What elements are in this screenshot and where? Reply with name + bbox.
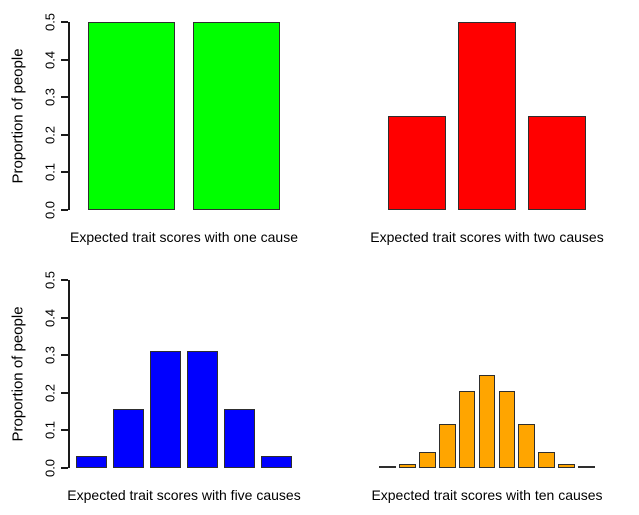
y-axis-tick	[61, 467, 68, 469]
y-tick-label: 0.0	[42, 458, 58, 478]
x-axis-label: Expected trait scores with ten causes	[371, 487, 603, 503]
panel-two-causes: Expected trait scores with two causes	[320, 0, 639, 258]
y-tick-label: 0.5	[42, 270, 58, 290]
y-axis-line	[68, 280, 70, 468]
bar	[87, 22, 176, 210]
bar	[478, 375, 496, 468]
bar	[192, 22, 281, 210]
y-tick-label: 0.4	[42, 50, 58, 69]
y-axis-tick	[61, 171, 68, 174]
bar	[379, 466, 396, 468]
bars	[376, 22, 598, 210]
bar	[419, 451, 436, 468]
y-tick-label: 0.0	[42, 200, 58, 220]
panel-one-cause: Expected trait scores with one cause 0.0…	[0, 0, 320, 258]
y-axis-tick	[61, 316, 68, 319]
y-tick-label: 0.1	[42, 421, 58, 440]
bar	[387, 116, 447, 210]
bar	[538, 451, 555, 468]
bar	[438, 423, 456, 468]
bar	[76, 456, 107, 468]
bar	[260, 456, 292, 468]
bar	[498, 390, 516, 468]
y-tick-label: 0.4	[42, 308, 58, 327]
y-axis-tick	[61, 279, 68, 281]
bar	[558, 464, 575, 468]
y-tick-label: 0.2	[42, 383, 58, 402]
y-axis-tick	[61, 133, 68, 136]
bar	[458, 390, 476, 468]
bar	[113, 409, 144, 468]
y-axis-tick	[61, 354, 68, 357]
x-axis-label: Expected trait scores with five causes	[67, 487, 301, 503]
y-tick-label: 0.1	[42, 163, 58, 182]
bar	[150, 350, 181, 468]
bar	[578, 466, 595, 468]
panel-ten-causes: Expected trait scores with ten causes	[320, 258, 639, 515]
y-axis-tick	[61, 96, 68, 99]
y-axis-title: Proportion of people	[9, 48, 27, 184]
y-axis-tick	[61, 209, 68, 211]
bars	[376, 280, 598, 468]
bar	[399, 464, 416, 468]
bar	[223, 409, 255, 468]
y-axis-tick	[61, 21, 68, 23]
bars	[70, 280, 298, 468]
bars	[70, 22, 298, 210]
x-axis-label: Expected trait scores with two causes	[370, 229, 604, 245]
bar	[187, 350, 218, 468]
y-axis-tick	[61, 391, 68, 394]
y-tick-label: 0.3	[42, 346, 58, 365]
y-axis-tick	[61, 58, 68, 61]
bar	[518, 423, 535, 468]
y-axis-line	[68, 22, 70, 210]
x-axis-label: Expected trait scores with one cause	[69, 229, 298, 245]
y-tick-label: 0.2	[42, 125, 58, 144]
y-tick-label: 0.5	[42, 12, 58, 32]
y-axis-title: Proportion of people	[9, 306, 27, 442]
panel-five-causes: Expected trait scores with five causes 0…	[0, 258, 320, 515]
y-tick-label: 0.3	[42, 88, 58, 107]
bar	[457, 22, 517, 210]
bar	[527, 116, 587, 210]
y-axis-tick	[61, 429, 68, 432]
